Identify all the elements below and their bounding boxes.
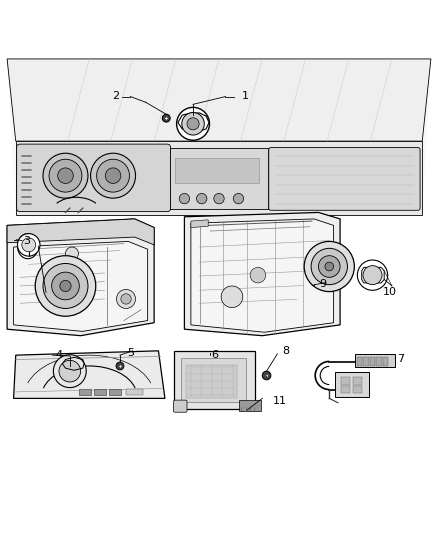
FancyBboxPatch shape xyxy=(174,351,255,409)
FancyBboxPatch shape xyxy=(353,377,362,384)
Circle shape xyxy=(311,248,347,285)
Circle shape xyxy=(162,114,170,122)
FancyBboxPatch shape xyxy=(94,389,106,395)
FancyBboxPatch shape xyxy=(181,358,246,402)
FancyBboxPatch shape xyxy=(383,357,388,366)
FancyBboxPatch shape xyxy=(239,400,261,410)
Circle shape xyxy=(49,159,82,192)
Text: 9: 9 xyxy=(319,279,326,289)
FancyBboxPatch shape xyxy=(17,144,170,212)
Text: 1: 1 xyxy=(241,91,248,101)
FancyBboxPatch shape xyxy=(126,389,143,394)
Polygon shape xyxy=(14,241,148,332)
Circle shape xyxy=(304,241,354,292)
FancyBboxPatch shape xyxy=(370,357,375,366)
Text: 7: 7 xyxy=(397,354,404,365)
FancyBboxPatch shape xyxy=(355,354,396,367)
Text: 8: 8 xyxy=(283,346,290,356)
Circle shape xyxy=(187,118,199,130)
FancyBboxPatch shape xyxy=(335,372,369,397)
Circle shape xyxy=(59,360,81,382)
Text: 5: 5 xyxy=(127,348,134,358)
Polygon shape xyxy=(184,213,340,336)
Circle shape xyxy=(58,168,73,183)
Circle shape xyxy=(116,362,124,370)
Circle shape xyxy=(53,355,86,387)
Circle shape xyxy=(197,193,207,204)
Circle shape xyxy=(97,159,130,192)
Polygon shape xyxy=(16,141,422,215)
Circle shape xyxy=(43,153,88,198)
Circle shape xyxy=(91,153,135,198)
Circle shape xyxy=(250,268,266,283)
Circle shape xyxy=(18,233,40,256)
Circle shape xyxy=(182,112,204,135)
FancyBboxPatch shape xyxy=(186,365,237,398)
Circle shape xyxy=(60,280,71,292)
Circle shape xyxy=(221,286,243,308)
Circle shape xyxy=(43,263,88,309)
FancyBboxPatch shape xyxy=(175,158,259,183)
FancyBboxPatch shape xyxy=(109,389,121,395)
Circle shape xyxy=(105,168,121,183)
Circle shape xyxy=(357,260,388,290)
Circle shape xyxy=(35,256,96,316)
FancyBboxPatch shape xyxy=(79,389,91,395)
Circle shape xyxy=(318,256,340,277)
Text: 2: 2 xyxy=(112,91,119,101)
Polygon shape xyxy=(7,59,431,215)
Ellipse shape xyxy=(18,233,38,259)
Circle shape xyxy=(52,272,79,300)
Polygon shape xyxy=(191,219,334,332)
FancyBboxPatch shape xyxy=(173,400,187,412)
Circle shape xyxy=(66,247,78,260)
Circle shape xyxy=(121,294,131,304)
Circle shape xyxy=(117,289,135,309)
Polygon shape xyxy=(14,351,165,398)
Text: 4: 4 xyxy=(56,350,63,360)
Circle shape xyxy=(214,193,224,204)
Polygon shape xyxy=(7,59,431,141)
Circle shape xyxy=(177,107,209,140)
Circle shape xyxy=(22,238,35,252)
Text: 6: 6 xyxy=(211,350,218,360)
FancyBboxPatch shape xyxy=(340,377,350,384)
FancyBboxPatch shape xyxy=(353,386,362,393)
Circle shape xyxy=(363,265,382,285)
Polygon shape xyxy=(191,220,208,228)
FancyBboxPatch shape xyxy=(269,148,420,211)
Text: 3: 3 xyxy=(23,236,30,246)
Circle shape xyxy=(325,262,334,271)
Circle shape xyxy=(262,371,271,380)
FancyBboxPatch shape xyxy=(170,149,268,209)
FancyBboxPatch shape xyxy=(340,386,350,393)
Text: 10: 10 xyxy=(383,287,397,297)
Polygon shape xyxy=(7,219,154,245)
FancyBboxPatch shape xyxy=(364,357,369,366)
Text: 11: 11 xyxy=(272,395,286,406)
FancyBboxPatch shape xyxy=(376,357,381,366)
Circle shape xyxy=(179,193,190,204)
Circle shape xyxy=(233,193,244,204)
FancyBboxPatch shape xyxy=(357,357,362,366)
Polygon shape xyxy=(7,219,154,336)
